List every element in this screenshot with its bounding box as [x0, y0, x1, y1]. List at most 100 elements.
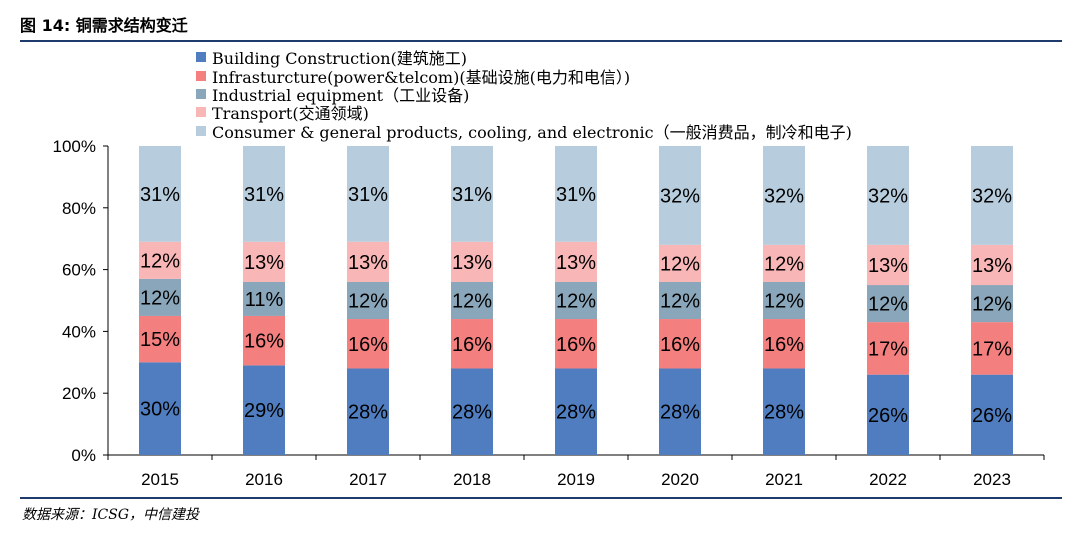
data-label: 29%: [244, 400, 284, 422]
data-label: 32%: [660, 185, 700, 207]
bar-segment: [763, 146, 805, 245]
bar-segment: [971, 322, 1013, 375]
legend-item-transport: Transport(交通领域): [196, 103, 852, 124]
x-tick-label: 2022: [869, 470, 907, 489]
data-label: 32%: [764, 185, 804, 207]
legend-item-consumer: Consumer & general products, cooling, an…: [196, 122, 852, 142]
data-label: 16%: [244, 331, 284, 353]
data-label: 12%: [764, 291, 804, 313]
data-label: 31%: [556, 184, 596, 206]
bar-segment: [139, 278, 181, 316]
data-label: 16%: [452, 334, 492, 356]
bar-segment: [243, 281, 285, 316]
x-tick-label: 2020: [661, 470, 699, 489]
y-tick-label: 100%: [53, 137, 96, 156]
data-label: 28%: [452, 402, 492, 424]
data-label: 12%: [764, 253, 804, 275]
data-label: 12%: [140, 287, 180, 309]
data-label: 16%: [660, 334, 700, 356]
legend-item-industrial: Industrial equipment（工业设备): [196, 85, 852, 105]
y-tick-label: 0%: [71, 446, 96, 465]
bar-segment: [555, 368, 597, 455]
bar-segment: [347, 368, 389, 455]
bar-segment: [971, 374, 1013, 455]
data-label: 26%: [972, 405, 1012, 427]
x-tick-label: 2019: [557, 470, 595, 489]
bar-segment: [139, 146, 181, 242]
bar-segment: [555, 146, 597, 242]
legend-item-building: Building Construction(建筑施工): [196, 48, 852, 69]
data-label: 28%: [660, 402, 700, 424]
data-label: 16%: [764, 334, 804, 356]
data-label: 12%: [660, 291, 700, 313]
data-label: 28%: [764, 402, 804, 424]
bar-segment: [555, 241, 597, 282]
data-label: 12%: [348, 291, 388, 313]
data-label: 32%: [868, 185, 908, 207]
legend-swatch-transport: [196, 107, 206, 118]
x-tick-label: 2016: [245, 470, 283, 489]
y-tick-label: 80%: [62, 199, 96, 218]
bar-segment: [867, 146, 909, 245]
chart-legend: Building Construction(建筑施工) Infrasturctu…: [196, 48, 852, 142]
data-label: 26%: [868, 405, 908, 427]
bar-segment: [451, 319, 493, 369]
data-label: 12%: [660, 253, 700, 275]
bar-segment: [659, 319, 701, 369]
title-rule: [20, 40, 1062, 42]
data-label: 17%: [972, 338, 1012, 360]
x-tick-label: 2021: [765, 470, 803, 489]
bar-segment: [971, 244, 1013, 286]
data-label: 13%: [348, 252, 388, 274]
data-label: 13%: [868, 255, 908, 277]
bar-segment: [867, 285, 909, 323]
data-label: 31%: [140, 184, 180, 206]
legend-label-infrastructure: Infrasturcture(power&telcom)(基础设施(电力和电信）…: [212, 67, 631, 87]
data-label: 31%: [452, 184, 492, 206]
data-label: 32%: [972, 185, 1012, 207]
bar-segment: [139, 241, 181, 279]
bar-segment: [867, 244, 909, 286]
data-label: 16%: [556, 334, 596, 356]
data-label: 13%: [244, 252, 284, 274]
legend-swatch-infrastructure: [196, 70, 206, 81]
legend-label-transport: Transport(交通领域): [212, 104, 369, 124]
bar-segment: [763, 244, 805, 282]
data-label: 12%: [452, 291, 492, 313]
y-tick-label: 60%: [62, 261, 96, 280]
bar-segment: [555, 281, 597, 320]
bar-segment: [347, 281, 389, 320]
bar-segment: [867, 322, 909, 375]
legend-label-building: Building Construction(建筑施工): [212, 49, 467, 69]
bar-segment: [451, 241, 493, 282]
legend-label-consumer: Consumer & general products, cooling, an…: [212, 122, 852, 142]
bar-segment: [971, 285, 1013, 323]
x-tick-label: 2018: [453, 470, 491, 489]
data-label: 13%: [556, 252, 596, 274]
y-tick-label: 20%: [62, 384, 96, 403]
bar-segment: [555, 319, 597, 369]
legend-swatch-building: [196, 52, 206, 63]
x-tick-label: 2017: [349, 470, 387, 489]
data-label: 12%: [556, 291, 596, 313]
figure-title: 图 14: 铜需求结构变迁: [20, 16, 188, 35]
bar-segment: [347, 146, 389, 242]
data-label: 13%: [972, 255, 1012, 277]
legend-item-infrastructure: Infrasturcture(power&telcom)(基础设施(电力和电信）…: [196, 66, 852, 87]
footer-rule: [20, 497, 1062, 499]
bar-segment: [347, 241, 389, 282]
data-label: 13%: [452, 252, 492, 274]
bar-segment: [763, 319, 805, 369]
x-tick-label: 2015: [141, 470, 179, 489]
bar-segment: [139, 315, 181, 363]
bar-segment: [971, 146, 1013, 245]
bar-segment: [451, 281, 493, 320]
bar-segment: [659, 281, 701, 320]
bar-segment: [659, 244, 701, 282]
bar-segment: [451, 146, 493, 242]
legend-swatch-consumer: [196, 125, 206, 136]
data-label: 12%: [972, 294, 1012, 316]
bar-segment: [867, 374, 909, 455]
bar-segment: [347, 319, 389, 369]
